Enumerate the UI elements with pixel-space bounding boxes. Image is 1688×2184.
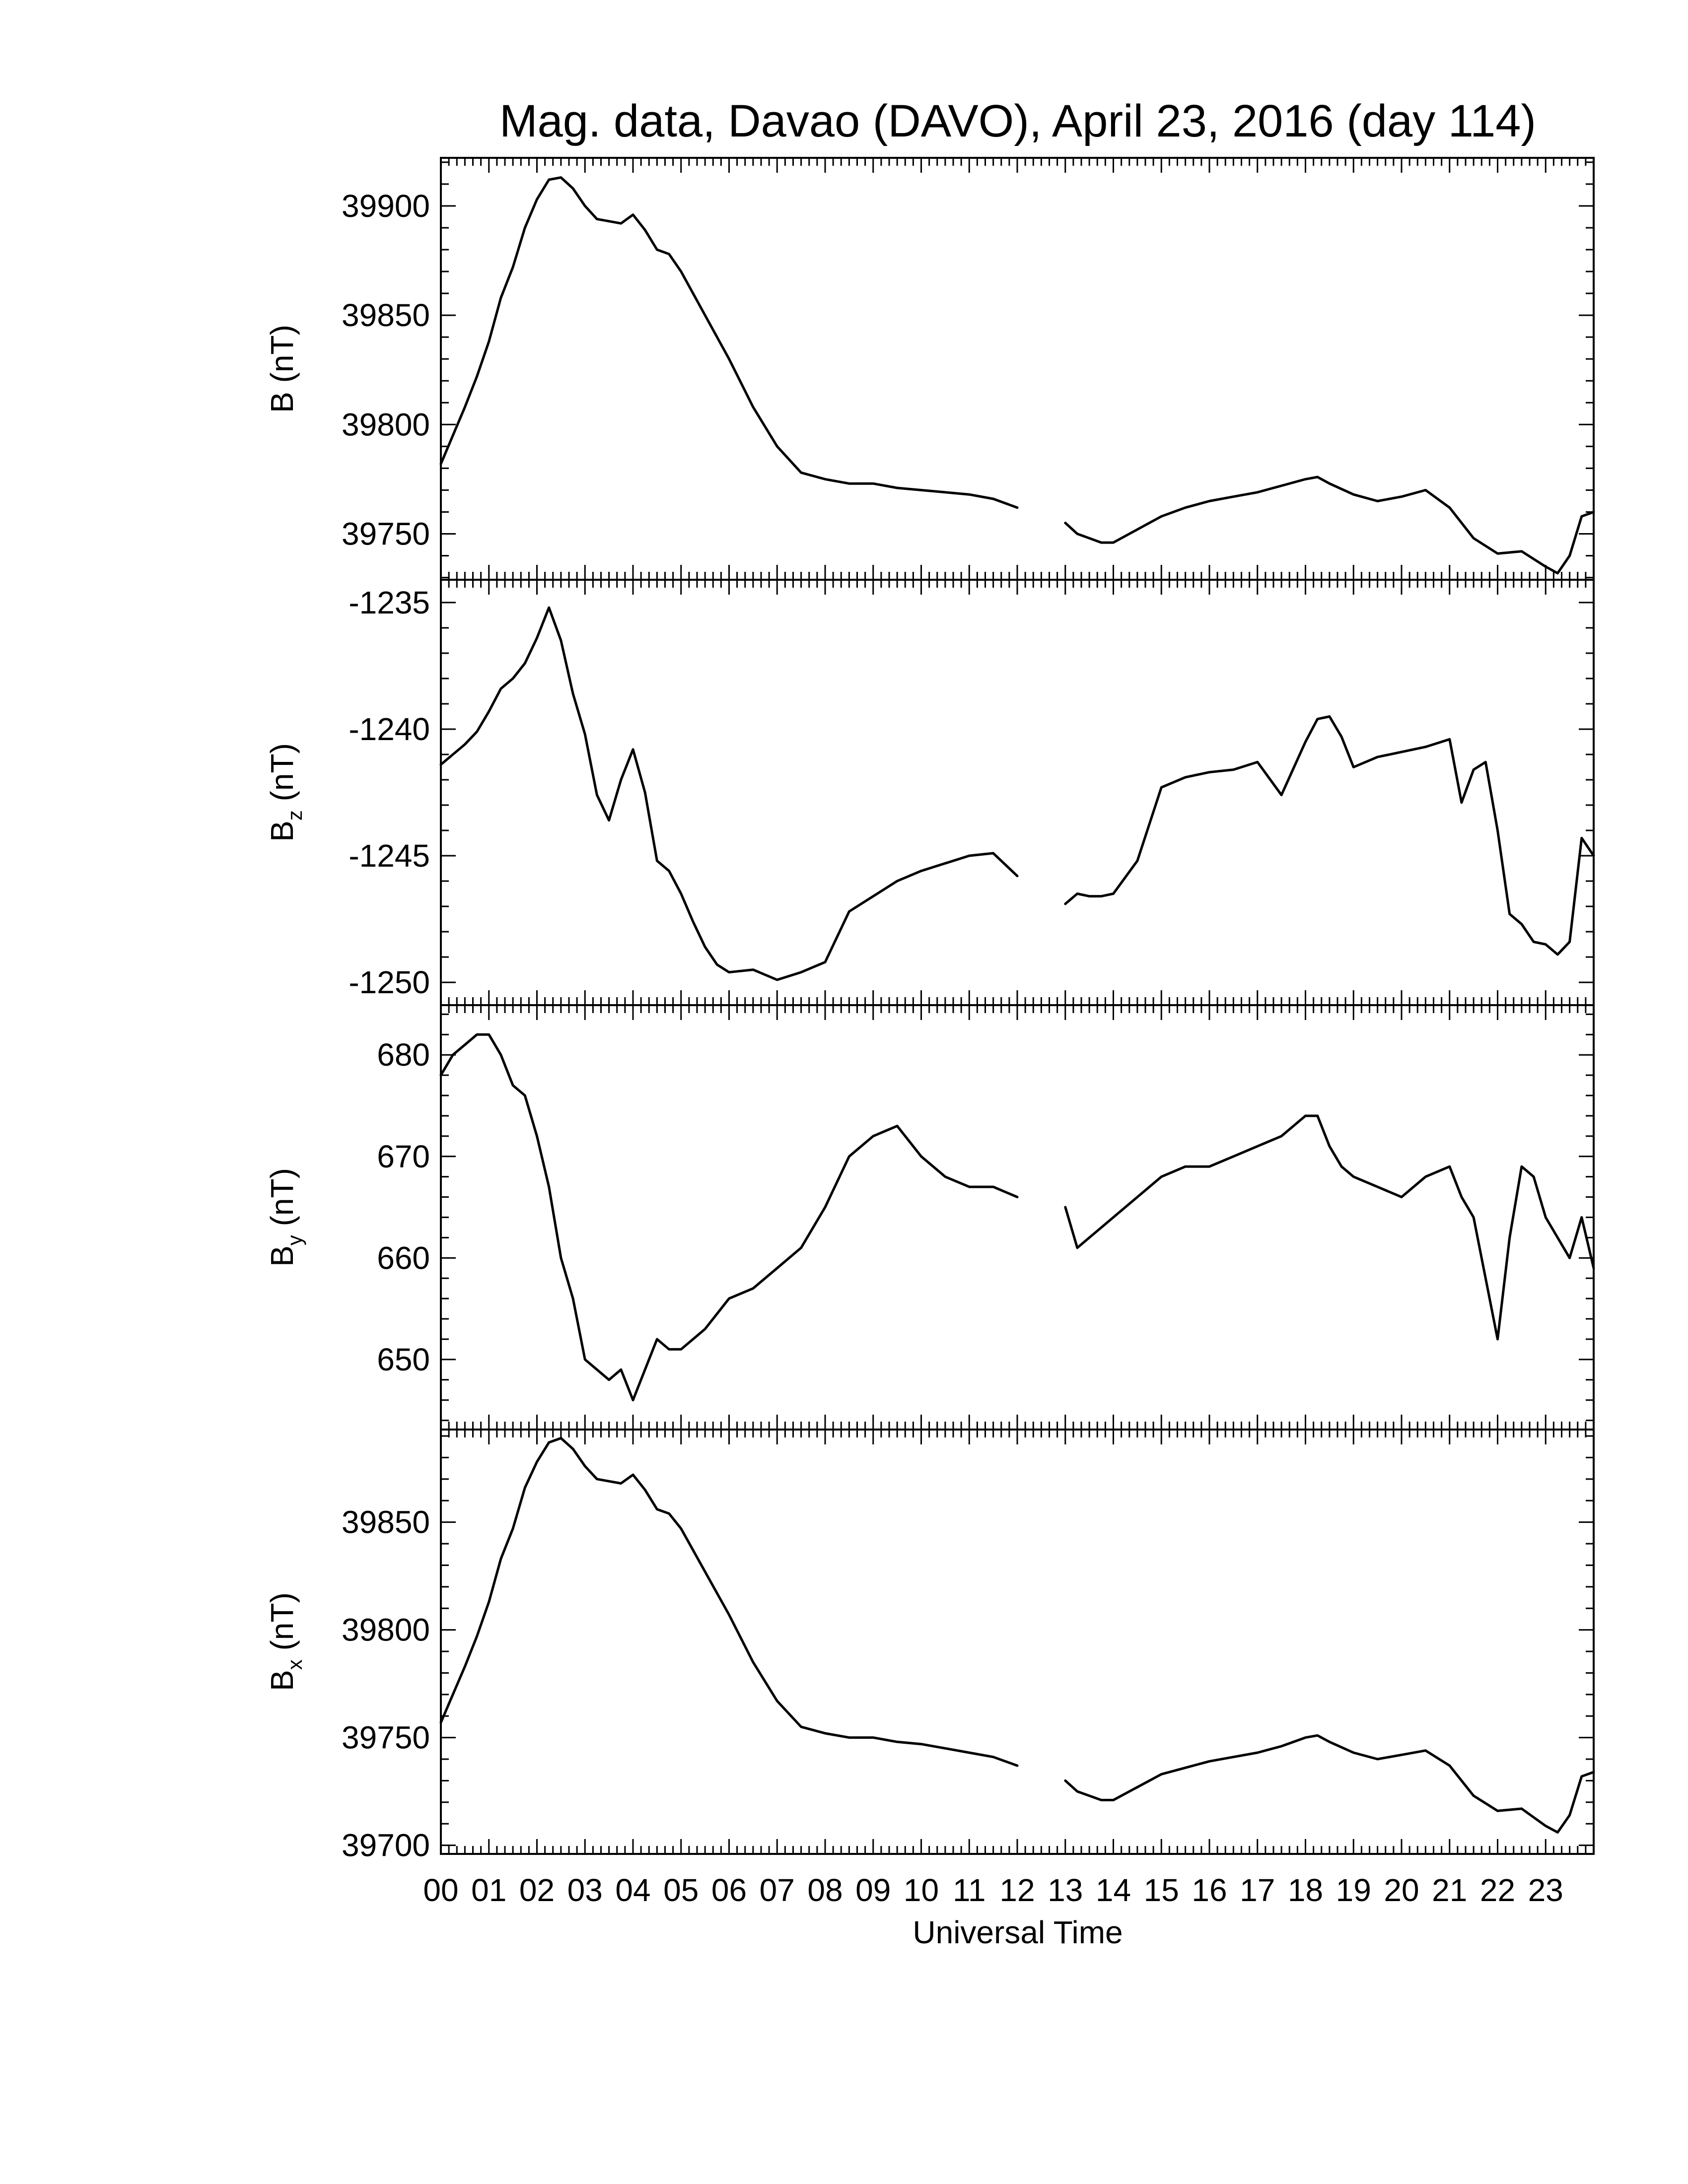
x-tick-label: 09 xyxy=(855,1872,891,1908)
y-tick-label: -1235 xyxy=(349,585,430,620)
y-axis-label: By (nT) xyxy=(264,1168,306,1267)
chart-title: Mag. data, Davao (DAVO), April 23, 2016 … xyxy=(499,96,1536,146)
y-tick-label: 650 xyxy=(377,1342,430,1377)
x-axis: 00 01 02 03 04 05 06 07 08 09 10 11 12 13 14 15 16 17 18 19… xyxy=(423,1872,1563,1908)
x-tick-label: 10 xyxy=(904,1872,939,1908)
x-tick-label: 12 xyxy=(999,1872,1035,1908)
series-line-segment-2 xyxy=(1064,476,1595,575)
series-line-segment-1 xyxy=(439,606,1019,981)
x-tick-label: 02 xyxy=(519,1872,555,1908)
x-tick-label: 04 xyxy=(615,1872,650,1908)
series-line-segment-1 xyxy=(439,176,1019,509)
x-tick-label: 18 xyxy=(1288,1872,1323,1908)
x-axis-label: Universal Time xyxy=(913,1914,1123,1950)
x-tick-label: 16 xyxy=(1192,1872,1227,1908)
y-tick-label: 39700 xyxy=(342,1828,430,1863)
series-line-segment-2 xyxy=(1064,1114,1595,1341)
y-axis-label: Bz (nT) xyxy=(264,743,306,842)
x-tick-label: 05 xyxy=(663,1872,699,1908)
x-tick-label: 21 xyxy=(1432,1872,1467,1908)
y-tick-label: 680 xyxy=(377,1037,430,1073)
y-tick-label: 39800 xyxy=(342,407,430,442)
x-tick-label: 01 xyxy=(471,1872,506,1908)
y-tick-label: 39900 xyxy=(342,188,430,224)
x-tick-label: 20 xyxy=(1384,1872,1419,1908)
y-tick-label: 670 xyxy=(377,1139,430,1174)
x-tick-label: 14 xyxy=(1096,1872,1131,1908)
plot-frame xyxy=(440,579,1595,1006)
y-tick-label: -1250 xyxy=(349,964,430,1000)
series-line-segment-2 xyxy=(1064,1734,1595,1834)
series-line-segment-1 xyxy=(439,1436,1019,1767)
series-line-segment-1 xyxy=(439,1033,1019,1402)
series-line-segment-2 xyxy=(1064,715,1595,956)
panel-3: 650 660 670 680 By (nT) xyxy=(264,1004,1595,1431)
panels-group: 39750 39800 39850 39900 B (nT) -1250 -1245 -124… xyxy=(264,157,1595,1863)
panel-4: 39700 39750 39800 39850 Bx (nT) xyxy=(264,1429,1595,1863)
x-tick-label: 19 xyxy=(1336,1872,1371,1908)
y-tick-label: 660 xyxy=(377,1240,430,1276)
x-tick-label: 11 xyxy=(953,1872,985,1908)
plot-frame xyxy=(440,1004,1595,1431)
x-tick-label: 06 xyxy=(711,1872,747,1908)
y-tick-label: 39800 xyxy=(342,1612,430,1648)
panel-1: 39750 39800 39850 39900 B (nT) xyxy=(264,157,1595,581)
plot-frame xyxy=(440,1429,1595,1855)
y-tick-label: 39850 xyxy=(342,297,430,333)
y-tick-label: 39750 xyxy=(342,1720,430,1756)
x-tick-label: 00 xyxy=(423,1872,458,1908)
y-axis-label: B (nT) xyxy=(264,325,300,413)
y-tick-label: 39750 xyxy=(342,516,430,552)
x-tick-label: 22 xyxy=(1480,1872,1515,1908)
x-tick-label: 15 xyxy=(1144,1872,1179,1908)
panel-2: -1250 -1245 -1240 -1235 Bz (nT) xyxy=(264,579,1595,1006)
y-tick-label: -1245 xyxy=(349,838,430,874)
x-tick-label: 17 xyxy=(1240,1872,1275,1908)
y-axis-label: Bx (nT) xyxy=(264,1592,306,1691)
y-tick-label: 39850 xyxy=(342,1504,430,1540)
x-tick-label: 08 xyxy=(807,1872,843,1908)
y-tick-label: -1240 xyxy=(349,711,430,747)
x-tick-label: 23 xyxy=(1528,1872,1563,1908)
x-tick-label: 13 xyxy=(1048,1872,1083,1908)
x-tick-label: 03 xyxy=(567,1872,603,1908)
x-tick-label: 07 xyxy=(760,1872,795,1908)
